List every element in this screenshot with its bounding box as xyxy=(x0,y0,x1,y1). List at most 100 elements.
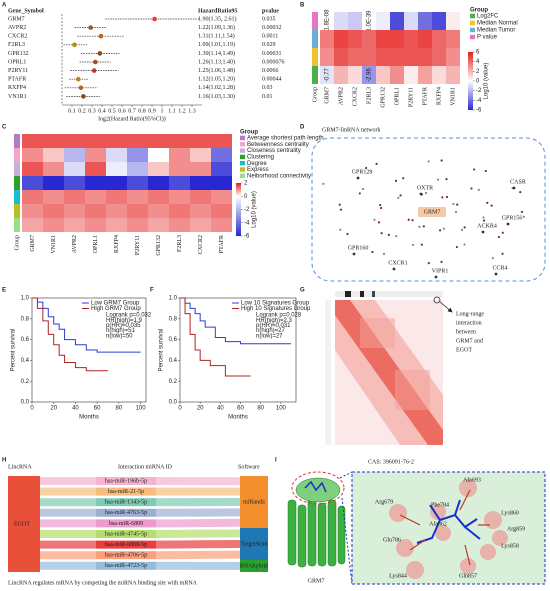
hr-label: 1.30(1.14,1.49) xyxy=(198,50,235,57)
heatmap-cell xyxy=(148,134,169,148)
mirna-block xyxy=(96,530,156,538)
software-label: miRanda xyxy=(243,499,265,505)
network-title: GRM7-linRNA network xyxy=(322,127,381,133)
network-node xyxy=(445,178,448,181)
y-tick-label: 0.6 xyxy=(169,337,178,343)
x-tick-label: 1.3 xyxy=(188,108,196,114)
network-node xyxy=(339,228,342,231)
y-tick-label: 0.8 xyxy=(21,316,30,322)
network-node xyxy=(506,222,510,226)
column-label: GPR132 xyxy=(380,87,386,108)
network-node xyxy=(501,231,504,234)
legend-swatch xyxy=(240,167,245,172)
stat-label: HR(high)=1.9 xyxy=(106,318,143,324)
heatmap-cell xyxy=(320,48,334,66)
network-node xyxy=(454,210,458,214)
heatmap-cell xyxy=(85,204,106,218)
table-header: HazardRatio95 xyxy=(198,8,237,14)
y-tick-label: 0.2 xyxy=(169,379,178,385)
x-tick-label: 80 xyxy=(116,406,123,412)
panel-label: I xyxy=(275,458,277,464)
column-label: OPRL1 xyxy=(394,87,400,105)
annotation: EGOT xyxy=(456,347,472,353)
panel-label: D xyxy=(300,125,305,131)
heatmap-cell xyxy=(64,218,85,232)
heatmap-cell xyxy=(211,190,232,204)
mirna-block xyxy=(96,487,156,496)
annotation: interaction xyxy=(456,320,482,326)
pvalue: 0.029 xyxy=(262,42,276,48)
legend-swatch xyxy=(240,148,245,153)
panel-label: A xyxy=(2,3,7,9)
mirna-label: hsa-miR-4763-5p xyxy=(105,510,147,516)
hr-point xyxy=(76,76,81,82)
y-tick-label: 0.0 xyxy=(21,400,30,406)
hr-point xyxy=(152,16,157,22)
legend-swatch xyxy=(470,27,475,33)
legend-label: Neiborhood connectivity xyxy=(247,173,311,179)
hr-point xyxy=(93,59,98,65)
network-node xyxy=(377,221,381,224)
network-node xyxy=(373,218,376,221)
column-label: CXCR2 xyxy=(352,87,358,106)
hr-label: 1.16(1.03,1.30) xyxy=(198,93,235,100)
panel-label: E xyxy=(2,288,6,294)
heatmap-cell xyxy=(43,148,64,162)
heatmap-cell xyxy=(106,162,127,176)
pvalue: 0.03 xyxy=(262,85,273,91)
network-node xyxy=(484,169,487,173)
heatmap-cell xyxy=(64,134,85,148)
heatmap-cell xyxy=(169,190,190,204)
network-node xyxy=(339,208,343,211)
heatmap-cell xyxy=(22,134,43,148)
legend-label: Clustering xyxy=(247,154,274,160)
network-node xyxy=(442,227,446,230)
software-block xyxy=(240,560,268,572)
panel-label: C xyxy=(2,125,7,131)
legend-label: High 10 Signatures Group xyxy=(241,306,311,312)
legend-label: Low GRM7 Group xyxy=(91,301,140,307)
heatmap-cell xyxy=(169,148,190,162)
network-node xyxy=(501,252,504,255)
legend-swatch xyxy=(240,135,245,141)
table-header: Gene_Symbol xyxy=(8,8,44,14)
network-node xyxy=(322,182,325,185)
hr-label: 1.26(1.13,1.40) xyxy=(198,58,235,65)
residue-label: Lys860 xyxy=(501,510,519,516)
heatmap-cell xyxy=(43,190,64,204)
mirna-block xyxy=(96,540,156,549)
group-bar xyxy=(14,204,20,218)
heatmap-cell xyxy=(85,148,106,162)
heatmap-cell xyxy=(169,162,190,176)
network-node xyxy=(441,196,444,199)
heatmap-cell xyxy=(127,162,148,176)
x-tick-label: 0.2 xyxy=(78,108,86,114)
legend-label: Median Normal xyxy=(477,21,518,27)
heatmap-cell xyxy=(169,218,190,232)
y-tick-label: 0.2 xyxy=(21,379,30,385)
y-tick-label: 1.0 xyxy=(169,296,178,302)
network-node xyxy=(420,243,423,246)
lincrna-block xyxy=(8,476,40,572)
network-node xyxy=(424,191,428,195)
stat-label: n(low)=27 xyxy=(256,333,283,339)
network-node xyxy=(439,229,442,232)
group-axis-label: Group xyxy=(14,235,20,250)
heatmap-cell xyxy=(211,176,232,190)
heatmap-cell xyxy=(169,204,190,218)
group-bar xyxy=(312,30,318,48)
legend-swatch xyxy=(240,161,245,166)
heatmap-cell xyxy=(362,48,376,66)
heatmap-cell xyxy=(169,134,190,148)
network-node xyxy=(455,245,458,249)
network-node xyxy=(356,176,360,180)
group-bar xyxy=(312,12,318,30)
heatmap-cell xyxy=(404,48,418,66)
network-node xyxy=(520,210,524,214)
survival-curve xyxy=(180,297,291,345)
heatmap-cell xyxy=(190,218,211,232)
network-node xyxy=(452,202,455,206)
heatmap-cell xyxy=(418,30,432,48)
heatmap-cell xyxy=(148,218,169,232)
heatmap-cell xyxy=(148,162,169,176)
